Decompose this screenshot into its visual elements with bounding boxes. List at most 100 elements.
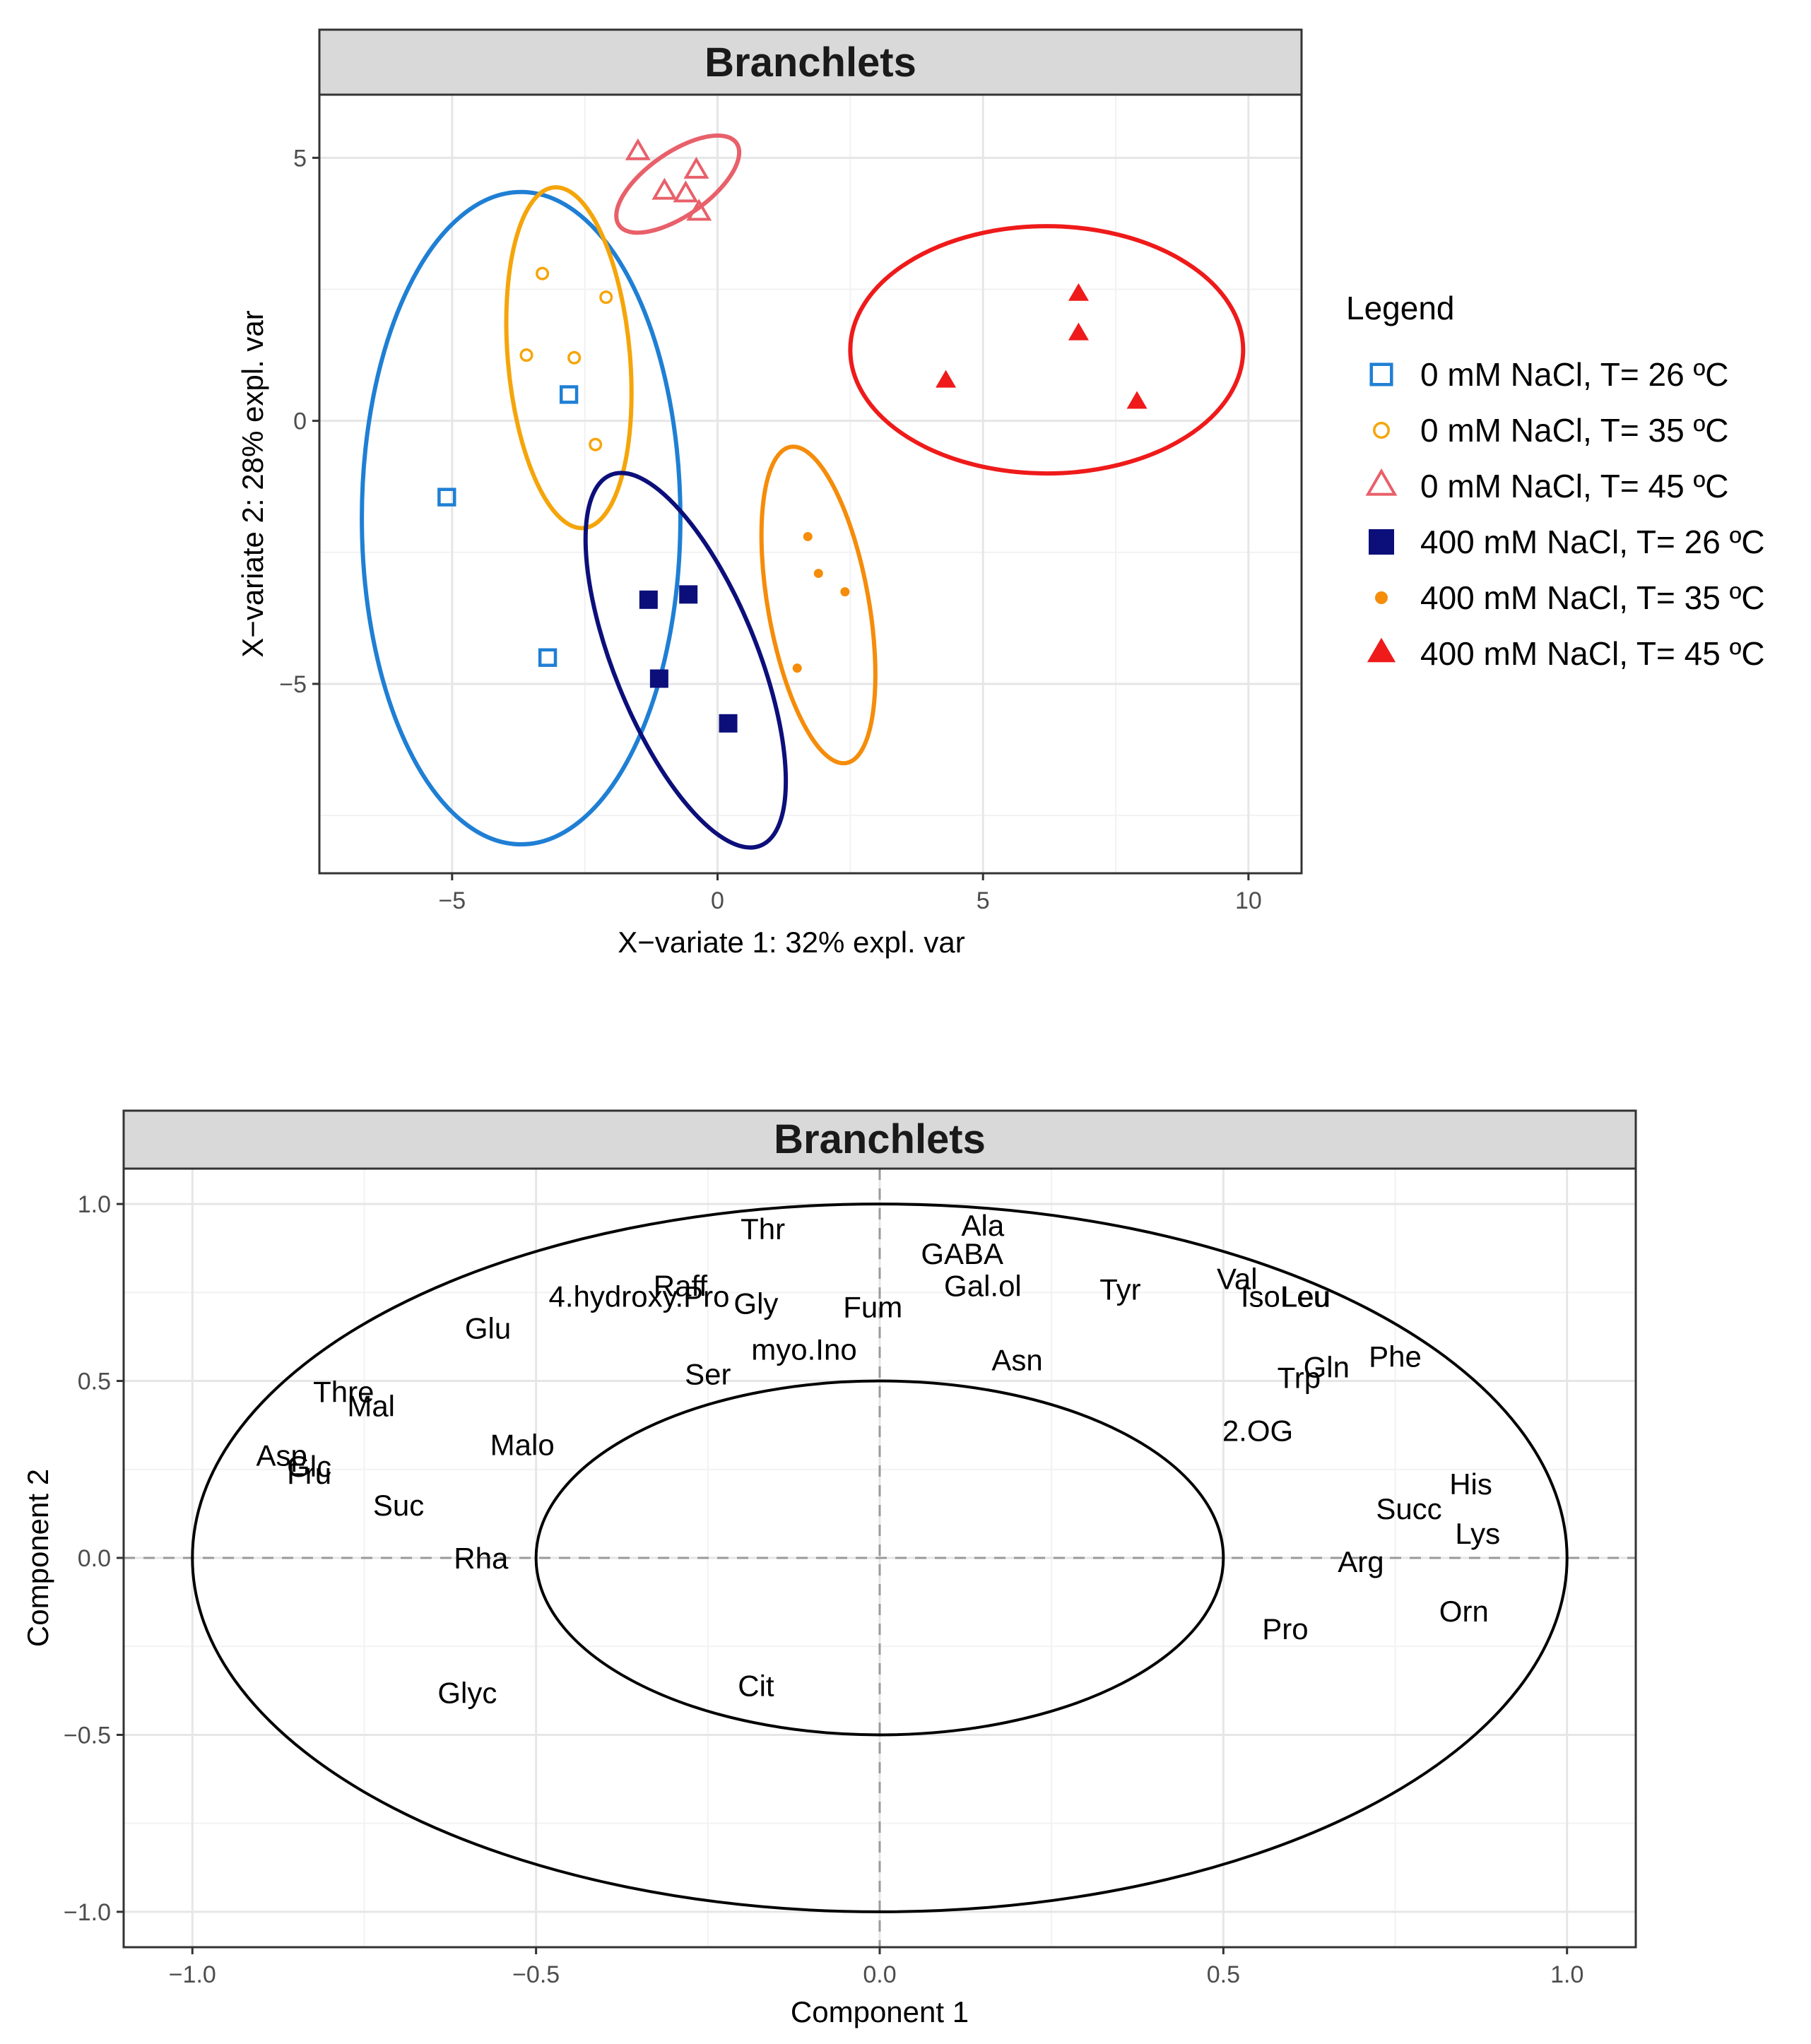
- data-point: [437, 488, 456, 507]
- data-point: [1068, 322, 1089, 341]
- variable-label: Val: [1217, 1262, 1258, 1295]
- x-tick-label: −0.5: [512, 1961, 560, 1988]
- legend-key: [1369, 362, 1393, 386]
- variable-label: Trp: [1278, 1361, 1321, 1395]
- variable-label: Malo: [490, 1429, 555, 1462]
- variable-label: Ala: [962, 1209, 1005, 1242]
- variable-label: Glyc: [437, 1676, 497, 1709]
- data-point: [519, 348, 533, 362]
- strip-background: [318, 28, 1303, 96]
- x-tick-label: 0.0: [863, 1961, 896, 1988]
- variable-label: 4.hydroxy.Pro: [549, 1280, 730, 1313]
- legend-title: Legend: [1346, 290, 1455, 326]
- variable-label: Leu: [1281, 1280, 1331, 1313]
- legend-key: [1367, 637, 1396, 663]
- confidence-ellipse: [759, 444, 878, 766]
- y-tick-label: 0.5: [78, 1369, 111, 1395]
- data-point: [589, 437, 603, 451]
- variable-label: Mal: [347, 1390, 395, 1423]
- variable-label: Asp: [256, 1439, 307, 1472]
- legend-label: 400 mM NaCl, T= 35 ºC: [1420, 579, 1765, 616]
- data-point: [683, 156, 709, 179]
- x-axis-label: X−variate 1: 32% expl. var: [618, 926, 965, 959]
- x-tick-label: −1.0: [169, 1961, 216, 1988]
- legend-key: [1369, 529, 1394, 555]
- variable-label: Raff: [654, 1269, 708, 1302]
- correlation-circle: [534, 1379, 1225, 1737]
- data-point: [803, 531, 813, 541]
- data-point: [625, 138, 651, 160]
- confidence-ellipse: [360, 189, 683, 847]
- variable-label: Gal.ol: [944, 1269, 1022, 1302]
- plot-border: [318, 93, 1303, 875]
- data-point: [840, 587, 850, 597]
- legend-key: [1375, 591, 1388, 604]
- y-tick-label: 5: [293, 145, 307, 172]
- variable-label: Gly: [733, 1287, 778, 1320]
- y-tick-label: 0: [293, 408, 307, 435]
- variable-label: Asn: [991, 1343, 1042, 1376]
- variable-label: Thr: [741, 1212, 785, 1246]
- data-point: [559, 385, 579, 404]
- axis-ticks: −5 0 5 10 5 0 −5: [279, 145, 1262, 914]
- variable-label: Fru: [287, 1457, 331, 1490]
- axis-ticks: −1.0 −0.5 0.0 0.5 1.0 1.0 0.5 0.0 −0.5 −1.0: [64, 1191, 1583, 1988]
- legend-label: 0 mM NaCl, T= 45 ºC: [1420, 468, 1728, 504]
- legend: Legend 0 mM NaCl, T= 26 ºC 0 mM NaCl, T= …: [1346, 290, 1765, 672]
- variable-label: GABA: [921, 1237, 1003, 1270]
- variable-label: Glu: [465, 1311, 511, 1345]
- reference-lines: [124, 1169, 1636, 1947]
- y-axis-label: Component 2: [21, 1469, 54, 1647]
- x-tick-label: 0.5: [1207, 1961, 1240, 1988]
- x-tick-label: −5: [438, 887, 466, 914]
- legend-key: [1373, 422, 1390, 439]
- y-tick-label: 0.0: [78, 1545, 111, 1572]
- variable-label: Suc: [373, 1489, 424, 1522]
- variable-label: Cit: [738, 1669, 774, 1702]
- data-point: [719, 714, 738, 733]
- variable-label: Arg: [1338, 1545, 1384, 1578]
- grid: [319, 95, 1302, 873]
- variable-label: Lys: [1455, 1517, 1500, 1550]
- variable-label: Tyr: [1099, 1272, 1140, 1306]
- x-axis-label: Component 1: [791, 1995, 969, 2028]
- plot-title: Branchlets: [774, 1116, 986, 1162]
- plot-background: [319, 95, 1302, 873]
- data-point: [936, 370, 957, 388]
- correlation-circles: [191, 1203, 1569, 1913]
- variable-label: IsoLeu: [1241, 1280, 1330, 1313]
- variable-label: Gln: [1304, 1351, 1350, 1384]
- data-point: [651, 177, 678, 200]
- confidence-ellipse: [614, 133, 742, 235]
- plot-title: Branchlets: [704, 40, 916, 85]
- legend-label: 0 mM NaCl, T= 26 ºC: [1420, 356, 1728, 393]
- variable-label: Succ: [1376, 1492, 1441, 1525]
- y-tick-label: −1.0: [64, 1899, 111, 1926]
- x-tick-label: 10: [1235, 887, 1262, 914]
- variable-label: Ser: [685, 1358, 731, 1391]
- sample-plot-panel: Branchlets −5 0 5 10 5 0 −5 X−variate 1: 32% e…: [236, 28, 1765, 959]
- data-point: [567, 350, 582, 365]
- variable-label: Glc: [287, 1450, 331, 1483]
- x-tick-label: 0: [711, 887, 724, 914]
- variable-label: Rha: [454, 1542, 509, 1575]
- data-point: [673, 180, 699, 203]
- y-tick-label: −5: [279, 671, 307, 698]
- variable-label: 2.OG: [1222, 1414, 1293, 1448]
- confidence-ellipse: [583, 471, 789, 850]
- y-axis-label: X−variate 2: 28% expl. var: [236, 310, 269, 657]
- x-tick-label: 5: [977, 887, 990, 914]
- variable-label: Phe: [1369, 1340, 1422, 1373]
- variable-label: myo.Ino: [751, 1333, 856, 1366]
- data-point: [599, 290, 613, 305]
- data-point: [1126, 391, 1148, 409]
- confidence-ellipse: [848, 224, 1246, 476]
- data-point: [792, 663, 802, 673]
- variable-label: His: [1449, 1467, 1492, 1501]
- data-point: [679, 585, 698, 604]
- variable-label: Thre: [313, 1376, 374, 1409]
- confidence-ellipses: [360, 133, 1246, 850]
- data-point: [639, 590, 658, 609]
